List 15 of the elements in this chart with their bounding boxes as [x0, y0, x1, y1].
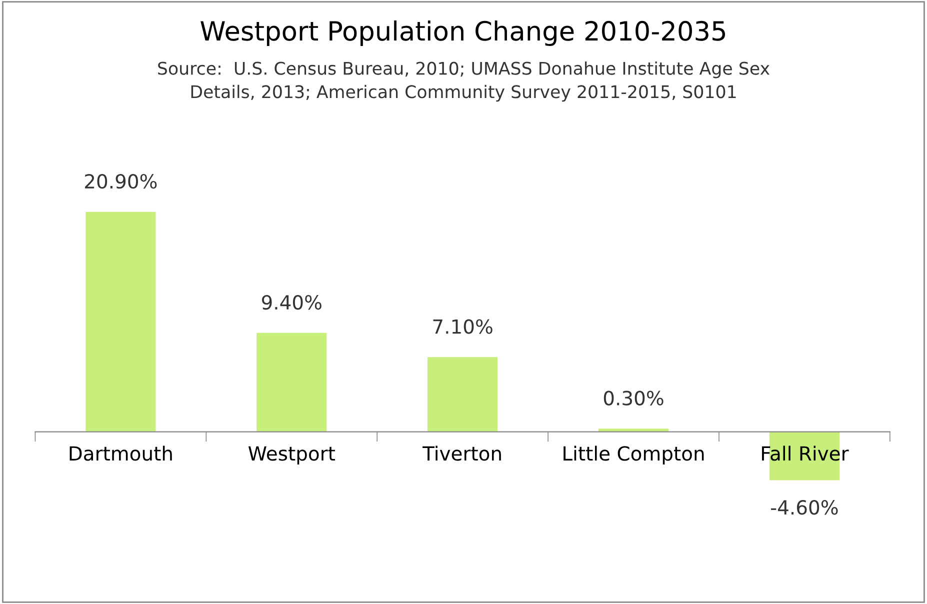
chart-subtitle: Source: U.S. Census Bureau, 2010; UMASS Donahue Institute Age Sex Details, 2013; American Community Survey 2011-2015, S0101 — [158, 61, 770, 102]
x-tick-label: Westport — [248, 446, 335, 465]
chart-title: Westport Population Change 2010-2035 — [200, 20, 726, 46]
data-label: 9.40% — [262, 295, 322, 310]
x-tick-label: Little Compton — [564, 446, 704, 465]
bar — [86, 212, 156, 432]
x-tick-label: Tiverton — [422, 446, 501, 461]
x-tick-label: Dartmouth — [70, 446, 172, 461]
bar — [598, 428, 669, 432]
data-label: 0.30% — [604, 390, 664, 406]
bar — [256, 332, 327, 432]
bar — [428, 357, 498, 432]
data-label: 7.10% — [433, 319, 492, 334]
data-label: 20.90% — [85, 174, 157, 189]
data-label: -4.60% — [771, 500, 838, 515]
